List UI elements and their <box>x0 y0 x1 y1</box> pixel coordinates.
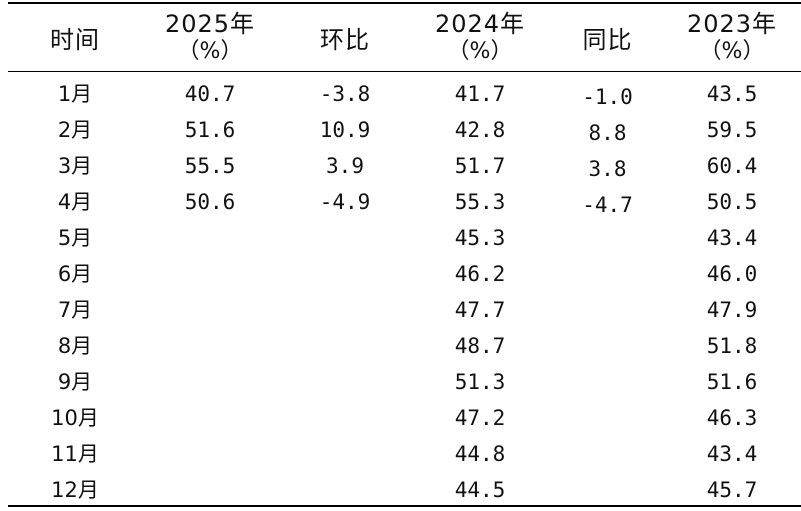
cell-2024: 51.3 <box>454 370 506 394</box>
cell-2023: 43.4 <box>706 442 758 466</box>
header-mom-label: 环比 <box>320 26 370 54</box>
table-bottom-rule <box>8 505 801 507</box>
cell-month: 5月 <box>57 226 93 250</box>
cell-2023: 43.5 <box>706 82 758 106</box>
cell-month: 3月 <box>57 154 93 178</box>
cell-yoy <box>555 439 660 475</box>
cell-2025: 40.7 <box>184 82 236 106</box>
cell-month: 9月 <box>57 370 93 394</box>
cell-2023: 46.3 <box>706 406 758 430</box>
cell-2023: 51.6 <box>706 370 758 394</box>
cell-2024: 51.7 <box>454 154 506 178</box>
cell-2023: 51.8 <box>706 334 758 358</box>
cell-month: 1月 <box>57 82 93 106</box>
header-2025-unit: （%） <box>177 39 243 64</box>
cell-2023: 43.4 <box>706 226 758 250</box>
cell-month: 6月 <box>57 262 93 286</box>
header-time: 时间 <box>30 26 120 54</box>
cell-2025 <box>150 220 270 256</box>
cell-mom <box>290 256 400 292</box>
cell-yoy: 8.8 <box>588 121 627 145</box>
header-2024-unit: （%） <box>447 39 513 64</box>
cell-2024: 41.7 <box>454 82 506 106</box>
cell-mom: -3.8 <box>319 82 371 106</box>
cell-2023: 60.4 <box>706 154 758 178</box>
cell-2024: 46.2 <box>454 262 506 286</box>
header-mom: 环比 <box>290 26 400 54</box>
header-yoy: 同比 <box>555 26 660 54</box>
cell-month: 8月 <box>57 334 93 358</box>
cell-mom: 10.9 <box>319 118 371 142</box>
header-2024-label: 2024年 <box>434 10 526 38</box>
header-2025: 2025年 （%） <box>150 10 270 66</box>
cell-2025: 51.6 <box>184 118 236 142</box>
cell-2024: 44.5 <box>454 478 506 502</box>
cell-month: 2月 <box>57 118 93 142</box>
header-yoy-label: 同比 <box>582 26 633 54</box>
cell-2023: 46.0 <box>706 262 758 286</box>
header-2025-label: 2025年 <box>164 10 256 38</box>
table-header-rule <box>8 71 801 72</box>
cell-mom <box>290 292 400 328</box>
cell-mom: 3.9 <box>326 154 364 178</box>
header-time-label: 时间 <box>50 26 100 54</box>
cell-2025 <box>150 364 270 400</box>
header-2023: 2023年 （%） <box>672 10 792 66</box>
cell-2024: 44.8 <box>454 442 506 466</box>
cell-2025: 55.5 <box>184 154 236 178</box>
cell-mom <box>290 364 400 400</box>
cell-mom <box>290 328 400 364</box>
cell-mom <box>290 436 400 472</box>
cell-month: 11月 <box>51 442 99 466</box>
cell-yoy: -1.0 <box>582 85 633 109</box>
cell-2024: 47.2 <box>454 406 506 430</box>
table-top-rule <box>8 2 801 4</box>
cell-month: 10月 <box>51 406 99 430</box>
cell-2025 <box>150 328 270 364</box>
cell-yoy <box>555 331 660 367</box>
cell-month: 12月 <box>51 478 99 502</box>
cell-2024: 55.3 <box>454 190 506 214</box>
cell-2023: 47.9 <box>706 298 758 322</box>
cell-2025 <box>150 292 270 328</box>
header-2024: 2024年 （%） <box>420 10 540 66</box>
cell-yoy <box>555 403 660 439</box>
cell-2025 <box>150 400 270 436</box>
cell-mom <box>290 472 400 508</box>
cell-2023: 50.5 <box>706 190 758 214</box>
cell-yoy <box>555 259 660 295</box>
cell-month: 4月 <box>57 190 93 214</box>
cell-2023: 45.7 <box>706 478 758 502</box>
cell-2025: 50.6 <box>184 190 236 214</box>
cell-yoy: -4.7 <box>582 193 633 217</box>
cell-yoy <box>555 295 660 331</box>
cell-2025 <box>150 436 270 472</box>
cell-mom <box>290 400 400 436</box>
cell-mom <box>290 220 400 256</box>
cell-2025 <box>150 472 270 508</box>
cell-yoy <box>555 367 660 403</box>
cell-yoy <box>555 475 660 511</box>
cell-2025 <box>150 256 270 292</box>
cell-2024: 47.7 <box>454 298 506 322</box>
cell-mom: -4.9 <box>319 190 371 214</box>
cell-yoy: 3.8 <box>588 157 627 181</box>
header-2023-label: 2023年 <box>686 10 778 38</box>
cell-2024: 45.3 <box>454 226 506 250</box>
cell-2024: 42.8 <box>454 118 506 142</box>
cell-month: 7月 <box>57 298 93 322</box>
cell-2023: 59.5 <box>706 118 758 142</box>
cell-2024: 48.7 <box>454 334 506 358</box>
cell-yoy <box>555 223 660 259</box>
header-2023-unit: （%） <box>699 39 765 64</box>
